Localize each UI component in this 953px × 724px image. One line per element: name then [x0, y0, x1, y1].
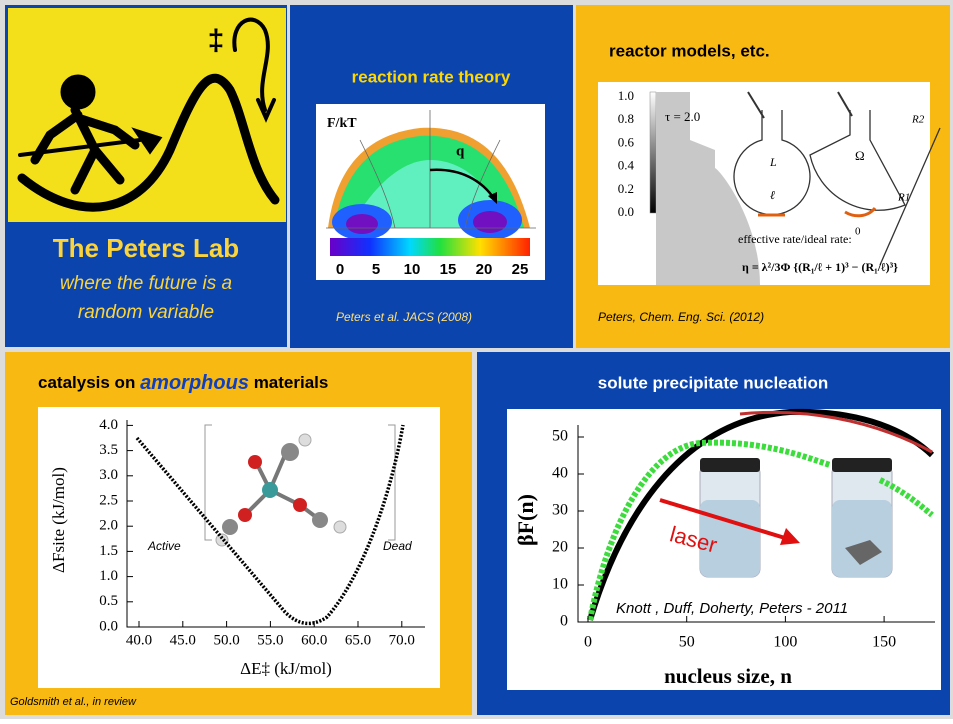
x-tick-label: 40.0: [126, 632, 152, 648]
x-tick-label: 60.0: [301, 632, 327, 648]
page: ‡ The Peters Lab where the future is a r…: [0, 0, 953, 719]
colorbar: [330, 238, 530, 256]
y-tick-label: 1.5: [99, 543, 118, 559]
colorbar-label: 0.8: [618, 111, 634, 126]
title-part: materials: [249, 373, 328, 392]
figure-label: τ = 2.0: [665, 109, 700, 124]
panel-title: solute precipitate nucleation: [598, 373, 829, 392]
equation: η = λ²/3Φ {(R₁/ℓ + 1)³ − (R₁/ℓ)³}: [742, 260, 898, 274]
y-tick-label: 4.0: [99, 417, 118, 433]
panel-title: reactor models, etc.: [609, 41, 770, 60]
x-axis-label: nucleus size, n: [664, 664, 792, 688]
colorbar-label: 10: [404, 261, 421, 278]
panel-title: catalysis on amorphous materials: [38, 372, 328, 394]
colorbar-label: 0.2: [618, 181, 634, 196]
x-tick-label: 50: [679, 634, 695, 651]
x-tick-label: 70.0: [389, 632, 415, 648]
colorbar-label: 0: [336, 261, 344, 278]
figure-label: L: [769, 155, 777, 169]
panel-title: reaction rate theory: [352, 67, 511, 86]
lab-tagline: where the future is a: [60, 273, 232, 294]
colorbar-label: 0.0: [618, 204, 634, 219]
credit: Knott , Duff, Doherty, Peters - 2011: [616, 600, 848, 617]
y-tick-label: 0.5: [99, 593, 118, 609]
logo-symbol: ‡: [208, 24, 225, 57]
colorbar-label: 0.4: [618, 158, 635, 173]
figure: [598, 82, 930, 285]
colorbar-label: 25: [512, 261, 529, 278]
y-tick-label: 50: [552, 428, 568, 445]
y-tick-label: 30: [552, 502, 568, 519]
figure-label: ℓ: [770, 188, 775, 202]
y-axis-label: ΔFsite (kJ/mol): [49, 467, 68, 573]
colorbar-label: 0.6: [618, 134, 635, 149]
y-tick-label: 1.0: [99, 568, 118, 584]
annotation: Active: [147, 539, 181, 553]
citation: Peters et al. JACS (2008): [336, 310, 472, 324]
colorbar-label: 15: [440, 261, 457, 278]
colorbar-label: 5: [372, 261, 380, 278]
title-part: amorphous: [140, 372, 249, 394]
y-tick-label: 3.0: [99, 467, 118, 483]
x-tick-label: 55.0: [257, 632, 283, 648]
y-tick-label: 20: [552, 539, 568, 556]
colorbar-label: 20: [476, 261, 493, 278]
x-tick-label: 65.0: [345, 632, 371, 648]
y-tick-label: 10: [552, 576, 568, 593]
colorbar: [650, 92, 656, 213]
x-tick-label: 150: [872, 634, 896, 651]
figure-caption: effective rate/ideal rate:: [738, 232, 852, 246]
colorbar-label: 1.0: [618, 88, 634, 103]
y-tick-label: 2.5: [99, 492, 118, 508]
citation: Goldsmith et al., in review: [10, 696, 137, 708]
x-tick-label: 0: [584, 634, 592, 651]
figure-label: 0: [855, 226, 861, 238]
citation: Peters, Chem. Eng. Sci. (2012): [598, 310, 764, 324]
y-tick-label: 0.0: [99, 618, 118, 634]
y-tick-label: 40: [552, 465, 568, 482]
arrow-label: q: [456, 143, 465, 159]
slide: ‡ The Peters Lab where the future is a r…: [0, 0, 953, 719]
x-axis-label: ΔE‡ (kJ/mol): [240, 659, 332, 678]
y-tick-label: 0: [560, 613, 568, 630]
x-tick-label: 50.0: [213, 632, 239, 648]
figure-label: R2: [911, 114, 925, 126]
title-part: catalysis on: [38, 373, 140, 392]
x-tick-label: 45.0: [170, 632, 196, 648]
annotation: Dead: [383, 539, 412, 553]
figure-label: R1: [897, 192, 910, 204]
x-tick-label: 100: [773, 634, 797, 651]
y-tick-label: 2.0: [99, 518, 118, 534]
axis-label: F/kT: [327, 116, 357, 131]
y-axis-label: βF(n): [513, 494, 538, 546]
lab-tagline: random variable: [78, 302, 214, 323]
lab-title: The Peters Lab: [53, 233, 239, 263]
figure-label: Ω: [855, 148, 865, 163]
y-tick-label: 3.5: [99, 442, 118, 458]
